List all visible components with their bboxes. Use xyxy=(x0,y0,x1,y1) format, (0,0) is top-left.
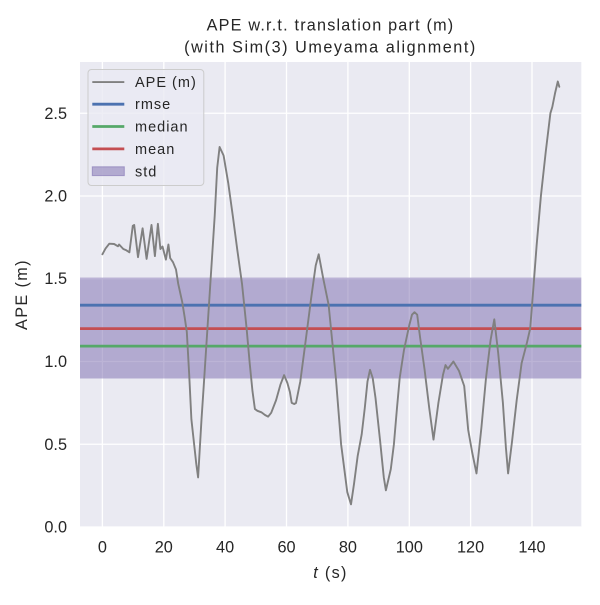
svg-text:1.5: 1.5 xyxy=(44,270,67,288)
svg-text:0: 0 xyxy=(98,539,107,557)
svg-text:40: 40 xyxy=(216,539,234,557)
svg-text:t (s): t (s) xyxy=(313,564,347,582)
svg-text:0.0: 0.0 xyxy=(44,519,67,537)
svg-text:120: 120 xyxy=(457,539,484,557)
svg-text:(with Sim(3) Umeyama alignment: (with Sim(3) Umeyama alignment) xyxy=(184,39,477,57)
svg-text:APE (m): APE (m) xyxy=(13,259,31,330)
svg-text:APE (m): APE (m) xyxy=(135,75,197,91)
svg-text:std: std xyxy=(135,164,157,180)
svg-text:80: 80 xyxy=(339,539,357,557)
svg-text:2.0: 2.0 xyxy=(44,188,67,206)
svg-text:rmse: rmse xyxy=(135,97,171,113)
svg-text:100: 100 xyxy=(396,539,423,557)
svg-text:APE w.r.t. translation part (m: APE w.r.t. translation part (m) xyxy=(207,17,455,35)
svg-text:60: 60 xyxy=(277,539,295,557)
svg-text:0.5: 0.5 xyxy=(44,436,67,454)
svg-text:140: 140 xyxy=(518,539,545,557)
svg-text:2.5: 2.5 xyxy=(44,105,67,123)
svg-text:median: median xyxy=(135,120,189,136)
svg-text:1.0: 1.0 xyxy=(44,353,67,371)
svg-text:20: 20 xyxy=(155,539,173,557)
svg-text:mean: mean xyxy=(135,142,175,158)
